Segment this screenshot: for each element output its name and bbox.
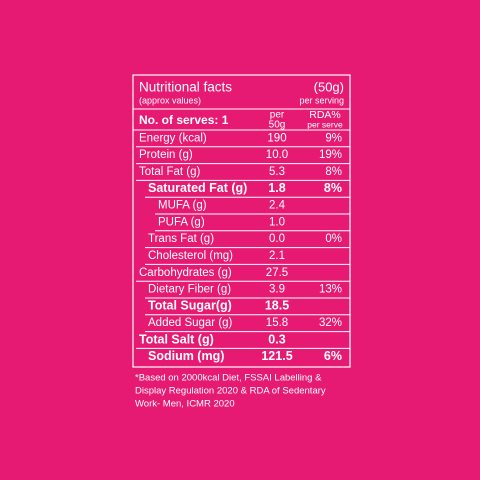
nutrient: Added Sugar (g) (148, 317, 233, 329)
nutrient: Cholesterol (mg) (148, 250, 233, 262)
per-50g: 1.0 (269, 216, 285, 228)
per-50g: 10.0 (266, 149, 288, 161)
rda: 32% (319, 317, 342, 329)
nutrient: Total Salt (g) (139, 332, 214, 346)
rda: 19% (319, 149, 342, 161)
per-50g: 0.3 (268, 332, 285, 346)
rda: 0% (325, 233, 342, 245)
nutrient: Dietary Fiber (g) (148, 284, 231, 296)
rda: 6% (324, 349, 342, 363)
footnote: *Based on 2000kcal Diet, FSSAI Labelling… (135, 373, 322, 384)
serving-size: (50g) (314, 79, 344, 94)
rda-top: RDA% (309, 109, 341, 121)
nutrient: Total Fat (g) (139, 166, 201, 178)
per-50g: 18.5 (265, 299, 289, 313)
rda-bottom: per serve (307, 119, 343, 129)
title: Nutritional facts (139, 80, 232, 95)
per-50g: 190 (267, 132, 286, 144)
nutrient: MUFA (g) (158, 200, 207, 212)
per-50g: 2.4 (269, 200, 286, 212)
nutrient: Sodium (mg) (148, 349, 224, 363)
nutrient: Energy (kcal) (139, 132, 207, 144)
nutrient: Total Sugar(g) (148, 299, 232, 313)
per-50g: 1.8 (268, 181, 285, 195)
per-top: per (270, 110, 285, 121)
nutrient: Saturated Fat (g) (148, 181, 247, 195)
per-50g: 27.5 (266, 267, 288, 279)
footnote: Display Regulation 2020 & RDA of Sedenta… (135, 386, 326, 397)
nutrient: PUFA (g) (158, 216, 205, 228)
per-50g: 15.8 (266, 317, 288, 329)
nutrient: Trans Fat (g) (148, 233, 214, 245)
rda: 9% (325, 132, 342, 144)
subtitle: (approx values) (139, 95, 201, 105)
rda: 13% (319, 284, 342, 296)
per-50g: 0.0 (269, 233, 285, 245)
per-50g: 121.5 (261, 349, 292, 363)
rda: 8% (324, 181, 342, 195)
per-bottom: 50g (269, 120, 286, 131)
per-50g: 3.9 (269, 284, 285, 296)
footnote: Work- Men, ICMR 2020 (135, 399, 235, 410)
per-50g: 5.3 (269, 166, 285, 178)
serving-note: per serving (299, 95, 344, 105)
per-50g: 2.1 (269, 250, 285, 262)
nutrient: Protein (g) (139, 149, 193, 161)
serves: No. of serves: 1 (139, 113, 229, 127)
nutrient: Carbohydrates (g) (139, 267, 232, 279)
label-box (132, 74, 351, 368)
rda: 8% (325, 166, 342, 178)
